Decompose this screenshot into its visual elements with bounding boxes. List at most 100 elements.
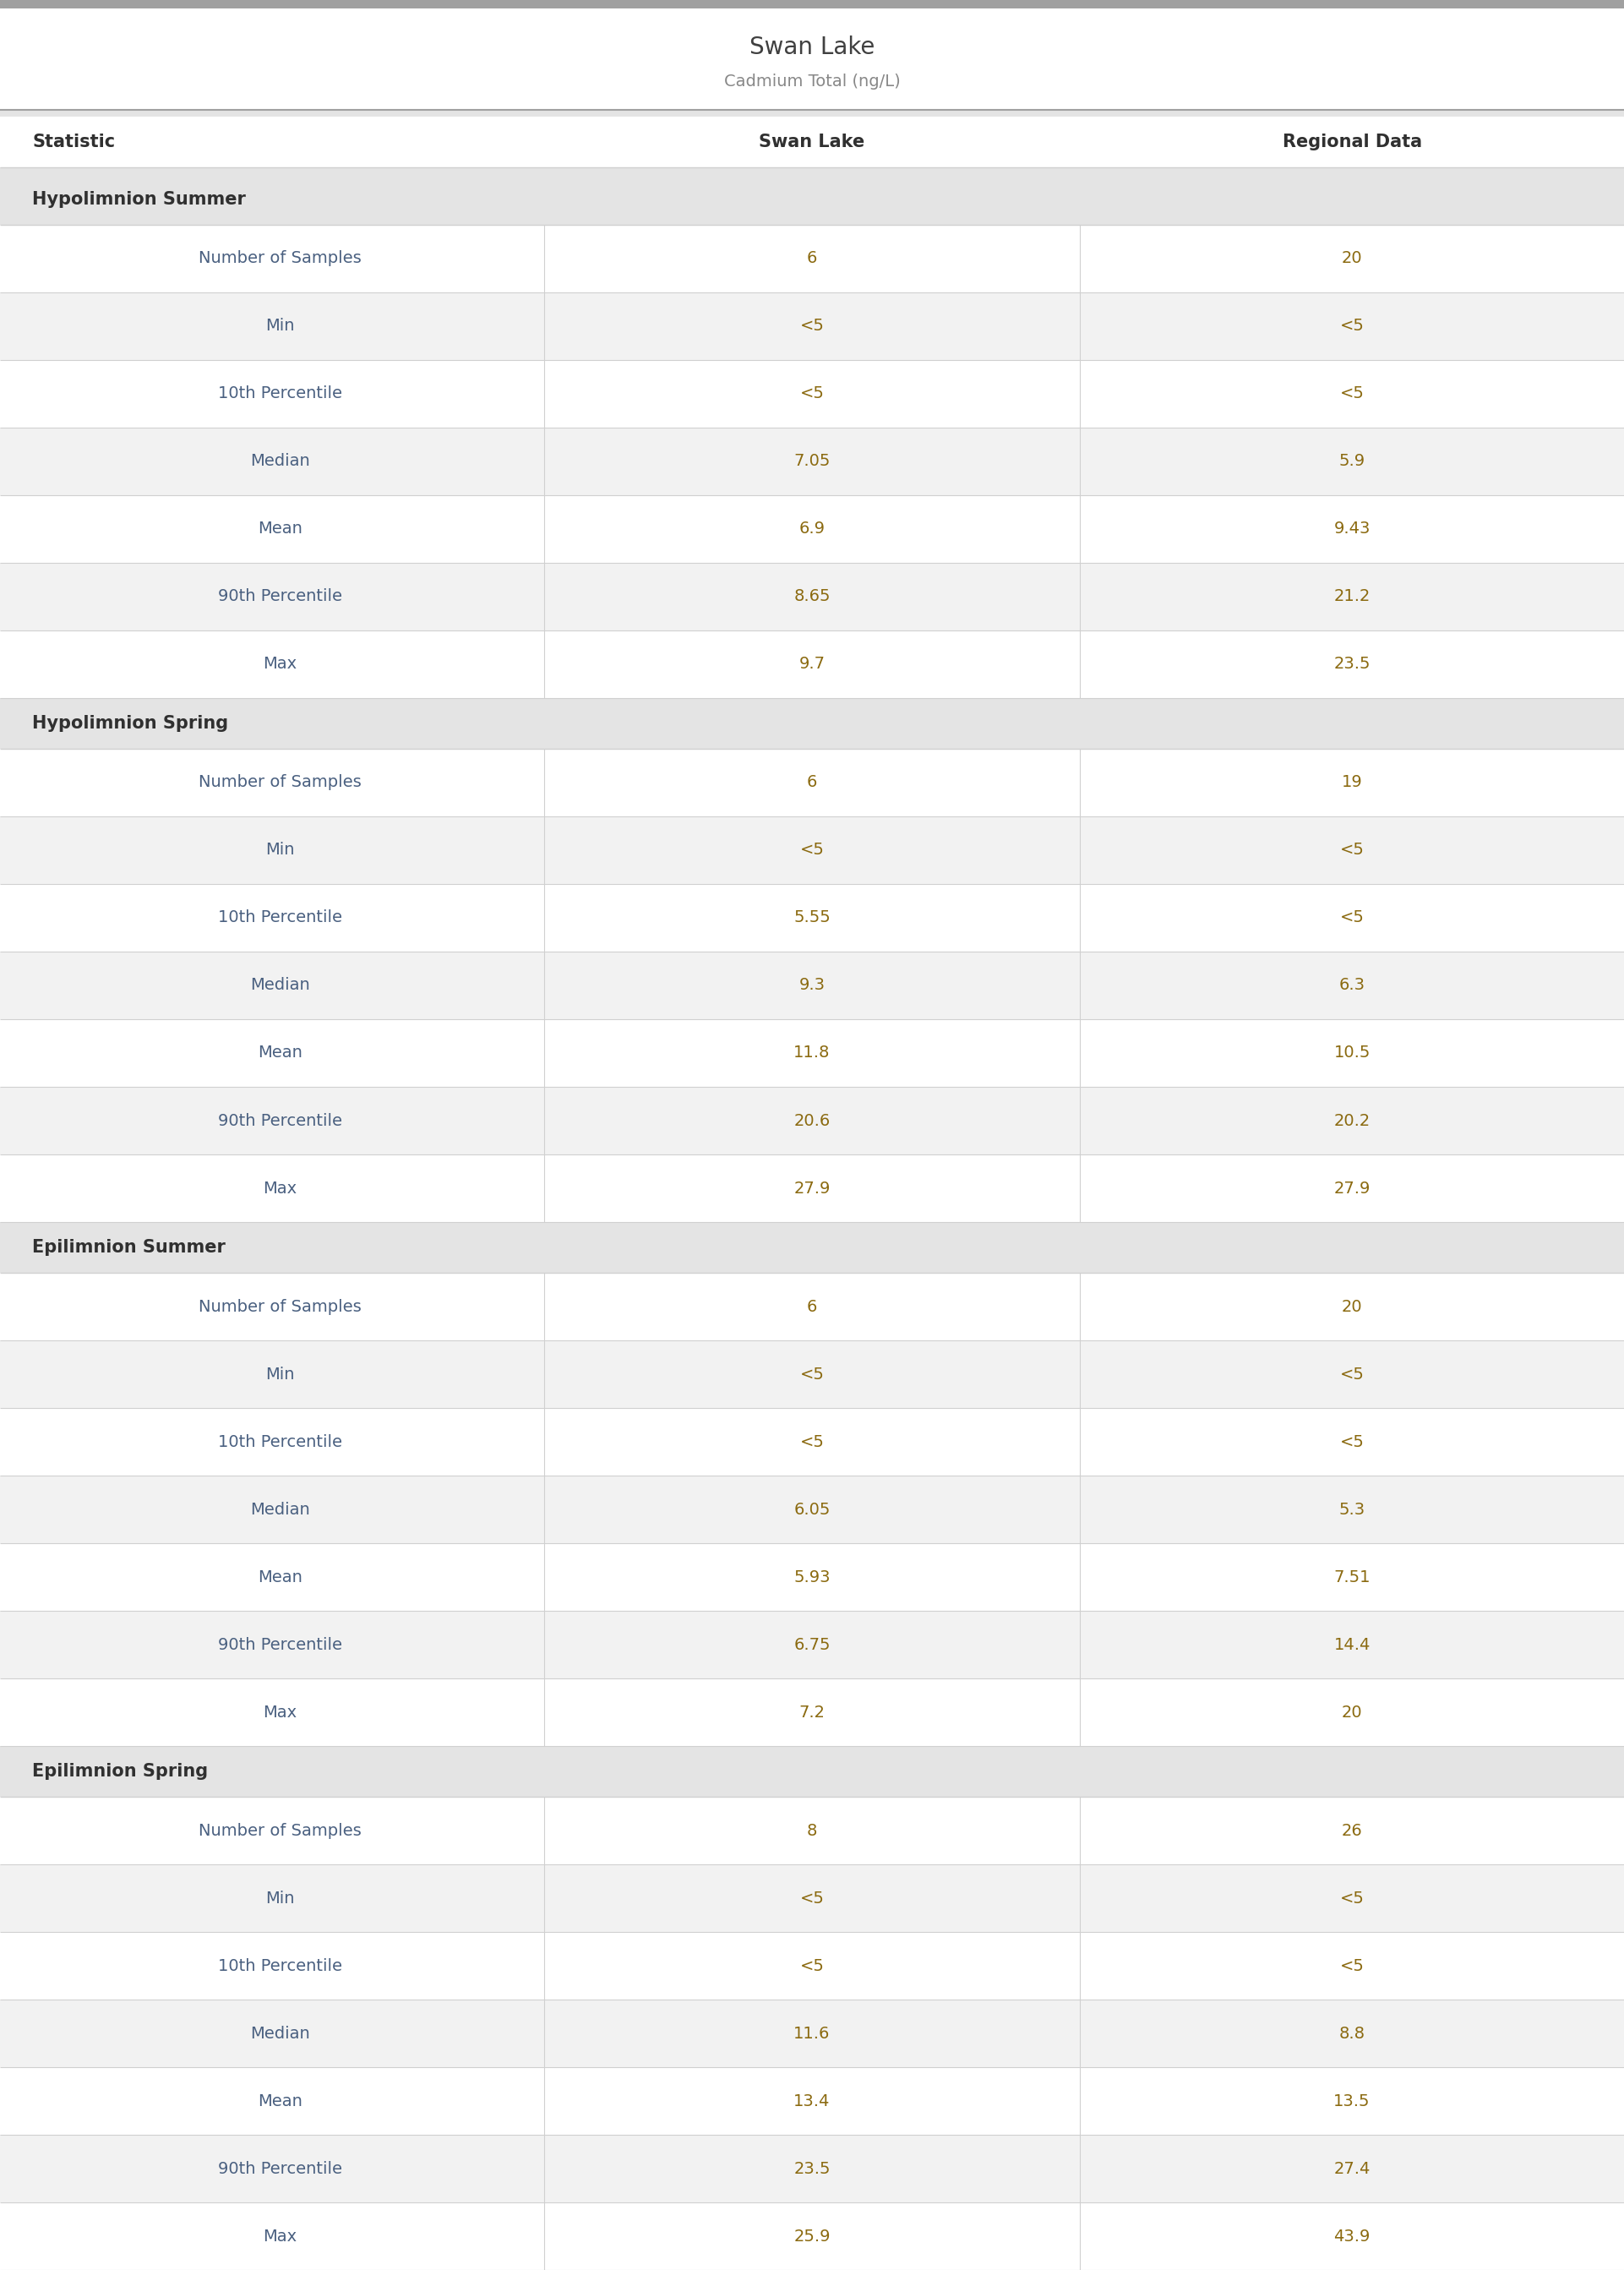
Text: 11.8: 11.8 [794, 1044, 830, 1060]
Bar [0, 427, 1624, 495]
Bar [0, 2202, 1624, 2270]
Text: Max: Max [263, 1180, 297, 1196]
Text: Max: Max [263, 656, 297, 672]
Bar [0, 2000, 1624, 2068]
Bar [0, 9, 1624, 109]
Text: Number of Samples: Number of Samples [198, 774, 362, 790]
Text: 13.5: 13.5 [1333, 2093, 1371, 2109]
Text: Swan Lake: Swan Lake [749, 34, 875, 59]
Text: <5: <5 [799, 842, 825, 858]
Text: 20.2: 20.2 [1333, 1112, 1371, 1128]
Bar [0, 883, 1624, 951]
Bar [0, 951, 1624, 1019]
Text: Min: Min [266, 1367, 294, 1382]
Bar [0, 1339, 1624, 1407]
Bar [0, 175, 1624, 225]
Text: 90th Percentile: 90th Percentile [218, 1637, 343, 1653]
Text: 10.5: 10.5 [1333, 1044, 1371, 1060]
Bar [0, 631, 1624, 699]
Text: 27.9: 27.9 [794, 1180, 830, 1196]
Text: 23.5: 23.5 [794, 2161, 830, 2177]
Text: <5: <5 [799, 1367, 825, 1382]
Bar [0, 1087, 1624, 1155]
Bar [0, 116, 1624, 168]
Bar [0, 1019, 1624, 1087]
Text: 23.5: 23.5 [1333, 656, 1371, 672]
Text: 8: 8 [807, 1823, 817, 1839]
Text: Mean: Mean [258, 1044, 302, 1060]
Text: Number of Samples: Number of Samples [198, 1823, 362, 1839]
Text: 6.75: 6.75 [794, 1637, 830, 1653]
Bar [0, 1932, 1624, 2000]
Text: 27.9: 27.9 [1333, 1180, 1371, 1196]
Text: 6.05: 6.05 [794, 1500, 830, 1516]
Bar [0, 1864, 1624, 1932]
Text: <5: <5 [1340, 318, 1364, 334]
Text: 21.2: 21.2 [1333, 588, 1371, 604]
Text: Regional Data: Regional Data [1283, 134, 1421, 150]
Bar [0, 495, 1624, 563]
Text: Swan Lake: Swan Lake [758, 134, 866, 150]
Text: Max: Max [263, 2229, 297, 2245]
Bar [0, 1798, 1624, 1864]
Bar [0, 293, 1624, 361]
Text: Median: Median [250, 978, 310, 994]
Text: 27.4: 27.4 [1333, 2161, 1371, 2177]
Text: Mean: Mean [258, 522, 302, 538]
Text: 7.51: 7.51 [1333, 1569, 1371, 1584]
Text: Median: Median [250, 454, 310, 470]
Text: 90th Percentile: 90th Percentile [218, 588, 343, 604]
Text: 20: 20 [1341, 250, 1363, 266]
Bar [0, 563, 1624, 631]
Text: 20: 20 [1341, 1705, 1363, 1721]
Text: Median: Median [250, 2025, 310, 2041]
Text: 7.2: 7.2 [799, 1705, 825, 1721]
Bar [0, 1746, 1624, 1798]
Text: 14.4: 14.4 [1333, 1637, 1371, 1653]
Text: 6: 6 [807, 250, 817, 266]
Bar [0, 1407, 1624, 1476]
Text: 6.9: 6.9 [799, 522, 825, 538]
Text: <5: <5 [1340, 1435, 1364, 1451]
Text: 10th Percentile: 10th Percentile [218, 910, 343, 926]
Text: <5: <5 [1340, 386, 1364, 402]
Text: 10th Percentile: 10th Percentile [218, 386, 343, 402]
Text: Statistic: Statistic [32, 134, 115, 150]
Text: Number of Samples: Number of Samples [198, 250, 362, 266]
Text: Min: Min [266, 318, 294, 334]
Text: <5: <5 [1340, 910, 1364, 926]
Text: <5: <5 [799, 386, 825, 402]
Text: Min: Min [266, 1891, 294, 1907]
Bar [0, 109, 1624, 116]
Text: Hypolimnion Summer: Hypolimnion Summer [32, 191, 247, 209]
Text: 9.43: 9.43 [1333, 522, 1371, 538]
Bar [0, 1678, 1624, 1746]
Text: Hypolimnion Spring: Hypolimnion Spring [32, 715, 229, 731]
Text: Median: Median [250, 1500, 310, 1516]
Bar [0, 361, 1624, 427]
Text: 6: 6 [807, 1298, 817, 1314]
Text: 9.3: 9.3 [799, 978, 825, 994]
Text: Mean: Mean [258, 2093, 302, 2109]
Bar [0, 699, 1624, 749]
Text: <5: <5 [799, 1891, 825, 1907]
Text: Mean: Mean [258, 1569, 302, 1584]
Text: 11.6: 11.6 [794, 2025, 830, 2041]
Bar [0, 0, 1624, 9]
Bar [0, 1612, 1624, 1678]
Text: Number of Samples: Number of Samples [198, 1298, 362, 1314]
Text: <5: <5 [1340, 1891, 1364, 1907]
Text: 19: 19 [1341, 774, 1363, 790]
Text: 26: 26 [1341, 1823, 1363, 1839]
Text: Cadmium Total (ng/L): Cadmium Total (ng/L) [724, 73, 900, 89]
Text: 25.9: 25.9 [794, 2229, 830, 2245]
Text: <5: <5 [1340, 842, 1364, 858]
Text: 5.93: 5.93 [794, 1569, 830, 1584]
Text: 10th Percentile: 10th Percentile [218, 1435, 343, 1451]
Text: 43.9: 43.9 [1333, 2229, 1371, 2245]
Text: 10th Percentile: 10th Percentile [218, 1957, 343, 1975]
Text: Epilimnion Spring: Epilimnion Spring [32, 1764, 208, 1780]
Bar [0, 1476, 1624, 1544]
Text: Min: Min [266, 842, 294, 858]
Bar [0, 1273, 1624, 1339]
